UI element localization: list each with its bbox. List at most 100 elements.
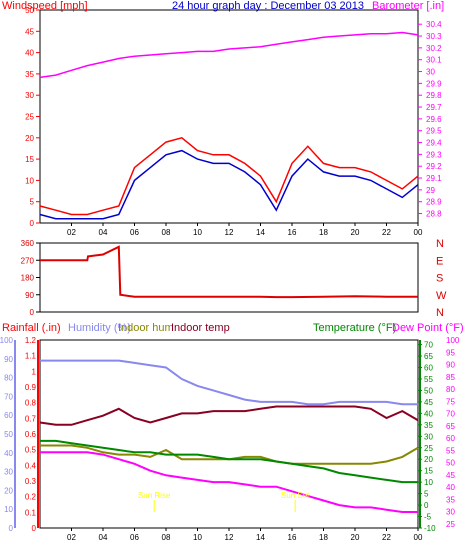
- windspeed-label: Windspeed [mph]: [2, 0, 88, 12]
- x-tick-label: 06: [130, 533, 139, 542]
- x-tick-label: 18: [319, 228, 328, 237]
- panel1-series: [39, 31, 419, 220]
- indoor_temp-line: [39, 405, 419, 426]
- dewpoint-tick-label: 25: [446, 520, 455, 529]
- barometer-line: [39, 31, 419, 79]
- x-tick-label: 22: [382, 228, 391, 237]
- rain-tick-label: 0.8: [25, 399, 37, 408]
- rain-tick-label: 1.2: [25, 336, 37, 345]
- x-tick-label: 20: [351, 228, 360, 237]
- humidity-tick-label: 30: [4, 468, 13, 477]
- wind-barometer-panel: Windspeed [mph] 24 hour graph day : Dece…: [2, 0, 444, 237]
- rain-tick-label: 0: [32, 524, 37, 533]
- wind-tick-label: 15: [25, 155, 34, 164]
- panel3-axes: 010203040506070809010000.10.20.30.40.50.…: [0, 336, 460, 533]
- degree-tick-label: 0: [30, 308, 35, 317]
- x-tick-label: 16: [288, 533, 297, 542]
- x-tick-label: 10: [193, 533, 202, 542]
- temperature-tick-label: 50: [424, 386, 433, 395]
- dewpoint-tick-label: 80: [446, 385, 455, 394]
- barometer-tick-label: 30.3: [426, 32, 442, 41]
- x-tick-label: 14: [256, 228, 265, 237]
- rainfall-label: Rainfall (.in): [2, 322, 61, 334]
- degree-tick-label: 180: [21, 274, 35, 283]
- compass-label: N: [436, 307, 444, 319]
- direction-line: [40, 245, 418, 299]
- panel1-x-ticks: 02 04 06 08 10 12 14 16 18 20 22 00: [67, 223, 423, 237]
- wind-tick-label: 25: [25, 113, 34, 122]
- indoor-hum-label: Indoor hum: [118, 322, 174, 334]
- sunset-label: Sun Set: [281, 491, 310, 500]
- temperature-tick-label: 0: [424, 501, 429, 510]
- barometer-tick-label: 29.2: [426, 162, 442, 171]
- x-tick-label: 08: [162, 228, 171, 237]
- x-tick-label: 00: [414, 533, 423, 542]
- x-tick-label: 18: [319, 533, 328, 542]
- direction-degree-ticks: 0 90 180 270 360: [21, 239, 40, 317]
- barometer-axis-ticks: 28.8 28.9 29 29.1 29.2 29.3 29.4 29.5 29.6 29.7 29…: [418, 20, 442, 219]
- x-tick-label: 04: [99, 533, 108, 542]
- sun-markers: Sun Rise Sun Set: [138, 491, 310, 512]
- wind-tick-label: 50: [25, 6, 34, 15]
- dewpoint-label: Dew Point (°F): [392, 322, 464, 334]
- x-tick-label: 12: [225, 533, 234, 542]
- rain-tick-label: 1.1: [25, 352, 37, 361]
- chart-title: 24 hour graph day : December 03 2013: [172, 0, 364, 12]
- rain-tick-label: 1: [32, 367, 37, 376]
- barometer-tick-label: 29.7: [426, 103, 442, 112]
- indoor-temp-label: Indoor temp: [171, 322, 230, 334]
- panel3-x-ticks: 02 04 06 08 10 12 14 16 18 20 22 00: [67, 528, 423, 542]
- temperature-tick-label: 5: [424, 490, 429, 499]
- x-tick-label: 04: [99, 228, 108, 237]
- dewpoint-tick-label: 55: [446, 446, 455, 455]
- rain-tick-label: 0.1: [25, 508, 37, 517]
- dewpoint-tick-label: 100: [446, 336, 460, 345]
- wind-tick-label: 40: [25, 49, 34, 58]
- humidity-tick-label: 0: [9, 524, 14, 533]
- temperature-label: Temperature (°F): [313, 322, 396, 334]
- wind_avg-line: [39, 149, 419, 220]
- barometer-tick-label: 29.1: [426, 174, 442, 183]
- wind-tick-label: 45: [25, 27, 34, 36]
- barometer-tick-label: 29.4: [426, 139, 442, 148]
- dewpoint-tick-label: 50: [446, 459, 455, 468]
- barometer-tick-label: 30: [426, 68, 435, 77]
- compass-label: W: [436, 290, 447, 302]
- humidity-tick-label: 100: [0, 336, 14, 345]
- dewpoint-tick-label: 65: [446, 422, 455, 431]
- x-tick-label: 02: [67, 228, 76, 237]
- panel1-frame: [39, 9, 419, 224]
- barometer-tick-label: 29.5: [426, 127, 442, 136]
- temperature-tick-label: -10: [424, 524, 436, 533]
- dewpoint-tick-label: 45: [446, 471, 455, 480]
- barometer-tick-label: 28.8: [426, 210, 442, 219]
- x-tick-label: 14: [256, 533, 265, 542]
- temperature-tick-label: 35: [424, 421, 433, 430]
- panel2-series: [40, 245, 418, 299]
- barometer-tick-label: 29.3: [426, 150, 442, 159]
- temperature-tick-label: 15: [424, 467, 433, 476]
- compass-label: N: [436, 238, 444, 250]
- x-tick-label: 20: [351, 533, 360, 542]
- wind-tick-label: 10: [25, 176, 34, 185]
- humidity-tick-label: 10: [4, 505, 13, 514]
- dewpoint-tick-label: 75: [446, 397, 455, 406]
- humidity-tick-label: 60: [4, 411, 13, 420]
- rain-tick-label: 0.6: [25, 430, 37, 439]
- panel3-frame: [39, 339, 419, 529]
- dewpoint-tick-label: 40: [446, 483, 455, 492]
- wind-tick-label: 20: [25, 134, 34, 143]
- temperature-tick-label: 55: [424, 375, 433, 384]
- dewpoint-tick-label: 70: [446, 410, 455, 419]
- rain-tick-label: 0.3: [25, 477, 37, 486]
- barometer-tick-label: 30.4: [426, 20, 442, 29]
- humidity-tick-label: 20: [4, 486, 13, 495]
- temperature-tick-label: 25: [424, 444, 433, 453]
- panel3-series: [39, 359, 419, 513]
- wind-tick-label: 5: [30, 198, 35, 207]
- humidity-tick-label: 70: [4, 392, 13, 401]
- temperature-tick-label: 20: [424, 455, 433, 464]
- barometer-tick-label: 30.2: [426, 44, 442, 53]
